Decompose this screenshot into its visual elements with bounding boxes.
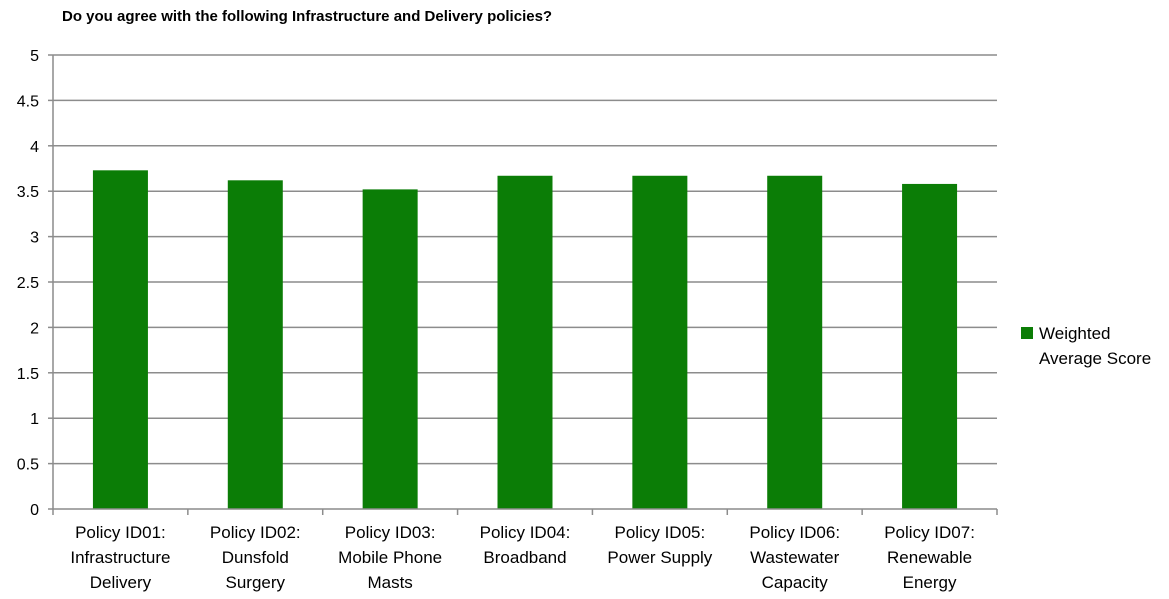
y-tick-label: 1 (30, 411, 39, 428)
y-tick-label: 4 (30, 139, 39, 156)
y-tick-label: 3 (30, 230, 39, 247)
x-tick-label: Policy ID02: Dunsfold Surgery (210, 523, 301, 592)
axes (52, 55, 998, 515)
bar (767, 175, 823, 509)
y-tick-label: 3.5 (17, 184, 39, 201)
x-tick-label: Policy ID07: Renewable Energy (884, 523, 975, 592)
chart-title: Do you agree with the following Infrastr… (62, 8, 553, 25)
x-axis-labels: Policy ID01: Infrastructure Delivery Policy… (70, 523, 975, 592)
y-tick-label: 2 (30, 320, 39, 337)
y-tick-label: 5 (30, 48, 39, 65)
bar (227, 180, 283, 509)
bar (902, 183, 958, 509)
y-tick-label: 2.5 (17, 275, 39, 292)
x-tick-label: Policy ID05: Power Supply (607, 523, 712, 567)
y-tick-label: 4.5 (17, 93, 39, 110)
bars (92, 170, 958, 510)
x-tick-label: Policy ID06: Wastewater Capacity (749, 523, 840, 592)
bar (497, 175, 553, 509)
x-tick-label: Policy ID03: Mobile Phone Masts (338, 523, 442, 592)
y-tick-label: 0.5 (17, 457, 39, 474)
legend-label: Weighted Average Score (1039, 324, 1151, 368)
bar (632, 175, 688, 509)
x-tick-label: Policy ID04: Broadband (480, 523, 571, 567)
y-tick-label: 1.5 (17, 366, 39, 383)
legend: Weighted Average Score (1021, 324, 1151, 368)
y-axis-ticks: 0 0.5 1 1.5 2 2.5 3 3.5 4 4.5 5 (17, 48, 53, 519)
y-tick-label: 0 (30, 502, 39, 519)
bar (362, 189, 418, 509)
x-tick-label: Policy ID01: Infrastructure Delivery (70, 523, 170, 592)
legend-swatch (1021, 327, 1033, 339)
bar (92, 170, 148, 510)
